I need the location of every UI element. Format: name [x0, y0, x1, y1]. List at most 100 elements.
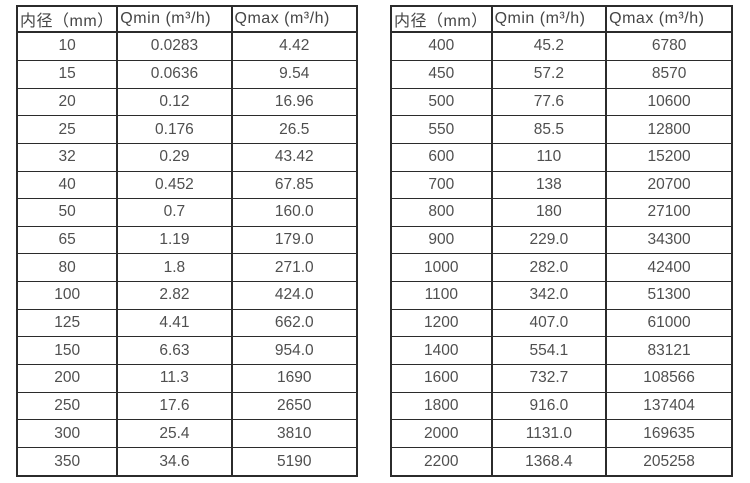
cell-qmax: 83121 — [605, 336, 733, 366]
cell-qmin: 282.0 — [490, 253, 608, 283]
table-header-row: 内径（mm） Qmin (m³/h) Qmax (m³/h) — [390, 5, 733, 33]
cell-qmax: 43.42 — [230, 142, 359, 172]
cell-qmin: 0.0636 — [116, 59, 233, 89]
table-row: 20 0.12 16.96 — [15, 87, 359, 117]
cell-qmin: 0.176 — [116, 115, 233, 144]
table-row: 350 34.6 5190 — [15, 447, 359, 477]
cell-qmax: 424.0 — [230, 281, 359, 310]
table-row: 600 110 15200 — [390, 142, 733, 172]
table-row: 900 229.0 34300 — [390, 225, 733, 255]
cell-qmin: 17.6 — [116, 391, 233, 421]
table-row: 80 1.8 271.0 — [15, 253, 359, 283]
table-row: 2000 1131.0 169635 — [390, 419, 733, 449]
cell-qmax: 12800 — [605, 115, 733, 144]
cell-inner-diameter: 40 — [15, 170, 119, 200]
cell-qmin: 34.6 — [116, 447, 233, 477]
table-row: 150 6.63 954.0 — [15, 336, 359, 366]
cell-inner-diameter: 125 — [15, 308, 119, 338]
cell-qmax: 662.0 — [230, 308, 359, 338]
cell-qmin: 180 — [490, 198, 608, 227]
table-row: 50 0.7 160.0 — [15, 198, 359, 227]
table-row: 700 138 20700 — [390, 170, 733, 200]
header-qmax: Qmax (m³/h) — [230, 5, 359, 33]
table-row: 400 45.2 6780 — [390, 31, 733, 61]
cell-qmin: 407.0 — [490, 308, 608, 338]
cell-qmax: 26.5 — [230, 115, 359, 144]
cell-qmax: 8570 — [605, 59, 733, 89]
cell-inner-diameter: 350 — [15, 447, 119, 477]
cell-qmin: 732.7 — [490, 364, 608, 393]
cell-qmax: 16.96 — [230, 87, 359, 117]
cell-qmax: 271.0 — [230, 253, 359, 283]
cell-qmin: 0.7 — [116, 198, 233, 227]
table-row: 15 0.0636 9.54 — [15, 59, 359, 89]
table-row: 200 11.3 1690 — [15, 364, 359, 393]
cell-inner-diameter: 1100 — [390, 281, 493, 310]
header-row: 内径（mm） Qmin (m³/h) Qmax (m³/h) — [15, 5, 359, 33]
table-row: 1200 407.0 61000 — [390, 308, 733, 338]
cell-qmin: 110 — [490, 142, 608, 172]
table-row: 300 25.4 3810 — [15, 419, 359, 449]
table-row: 1100 342.0 51300 — [390, 281, 733, 310]
flow-table: 内径（mm） Qmin (m³/h) Qmax (m³/h) 10 0.0283… — [15, 5, 359, 477]
cell-qmin: 916.0 — [490, 391, 608, 421]
cell-qmax: 1690 — [230, 364, 359, 393]
cell-qmin: 0.0283 — [116, 31, 233, 61]
cell-qmax: 27100 — [605, 198, 733, 227]
cell-inner-diameter: 2200 — [390, 447, 493, 477]
cell-qmin: 25.4 — [116, 419, 233, 449]
header-inner-diameter: 内径（mm） — [390, 5, 493, 33]
cell-qmin: 0.452 — [116, 170, 233, 200]
cell-qmin: 11.3 — [116, 364, 233, 393]
table-row: 1800 916.0 137404 — [390, 391, 733, 421]
cell-qmin: 4.41 — [116, 308, 233, 338]
cell-qmax: 205258 — [605, 447, 733, 477]
cell-qmax: 954.0 — [230, 336, 359, 366]
cell-inner-diameter: 32 — [15, 142, 119, 172]
table-row: 800 180 27100 — [390, 198, 733, 227]
cell-qmin: 0.12 — [116, 87, 233, 117]
cell-qmax: 34300 — [605, 225, 733, 255]
cell-qmax: 67.85 — [230, 170, 359, 200]
cell-inner-diameter: 50 — [15, 198, 119, 227]
header-qmax: Qmax (m³/h) — [605, 5, 733, 33]
cell-qmax: 6780 — [605, 31, 733, 61]
cell-inner-diameter: 100 — [15, 281, 119, 310]
cell-qmax: 42400 — [605, 253, 733, 283]
cell-inner-diameter: 150 — [15, 336, 119, 366]
cell-qmax: 61000 — [605, 308, 733, 338]
cell-qmin: 77.6 — [490, 87, 608, 117]
cell-qmax: 137404 — [605, 391, 733, 421]
table-header-row: 内径（mm） Qmin (m³/h) Qmax (m³/h) — [15, 5, 359, 33]
cell-inner-diameter: 550 — [390, 115, 493, 144]
cell-qmax: 10600 — [605, 87, 733, 117]
cell-qmin: 45.2 — [490, 31, 608, 61]
cell-qmax: 179.0 — [230, 225, 359, 255]
header-inner-diameter: 内径（mm） — [15, 5, 119, 33]
cell-inner-diameter: 600 — [390, 142, 493, 172]
table-row: 1000 282.0 42400 — [390, 253, 733, 283]
cell-qmin: 57.2 — [490, 59, 608, 89]
cell-qmax: 169635 — [605, 419, 733, 449]
header-qmin: Qmin (m³/h) — [116, 5, 233, 33]
cell-inner-diameter: 250 — [15, 391, 119, 421]
table-row: 250 17.6 2650 — [15, 391, 359, 421]
header-qmin: Qmin (m³/h) — [490, 5, 608, 33]
cell-qmax: 2650 — [230, 391, 359, 421]
cell-inner-diameter: 10 — [15, 31, 119, 61]
cell-qmax: 51300 — [605, 281, 733, 310]
table-row: 550 85.5 12800 — [390, 115, 733, 144]
table-row: 1600 732.7 108566 — [390, 364, 733, 393]
cell-inner-diameter: 1200 — [390, 308, 493, 338]
cell-qmax: 5190 — [230, 447, 359, 477]
table-row: 500 77.6 10600 — [390, 87, 733, 117]
cell-inner-diameter: 300 — [15, 419, 119, 449]
flow-table: 内径（mm） Qmin (m³/h) Qmax (m³/h) 400 45.2 … — [390, 5, 733, 477]
cell-inner-diameter: 1400 — [390, 336, 493, 366]
table-row: 65 1.19 179.0 — [15, 225, 359, 255]
flow-table-small-diameters: 内径（mm） Qmin (m³/h) Qmax (m³/h) 10 0.0283… — [15, 5, 359, 477]
cell-inner-diameter: 1600 — [390, 364, 493, 393]
cell-qmax: 3810 — [230, 419, 359, 449]
table-row: 125 4.41 662.0 — [15, 308, 359, 338]
